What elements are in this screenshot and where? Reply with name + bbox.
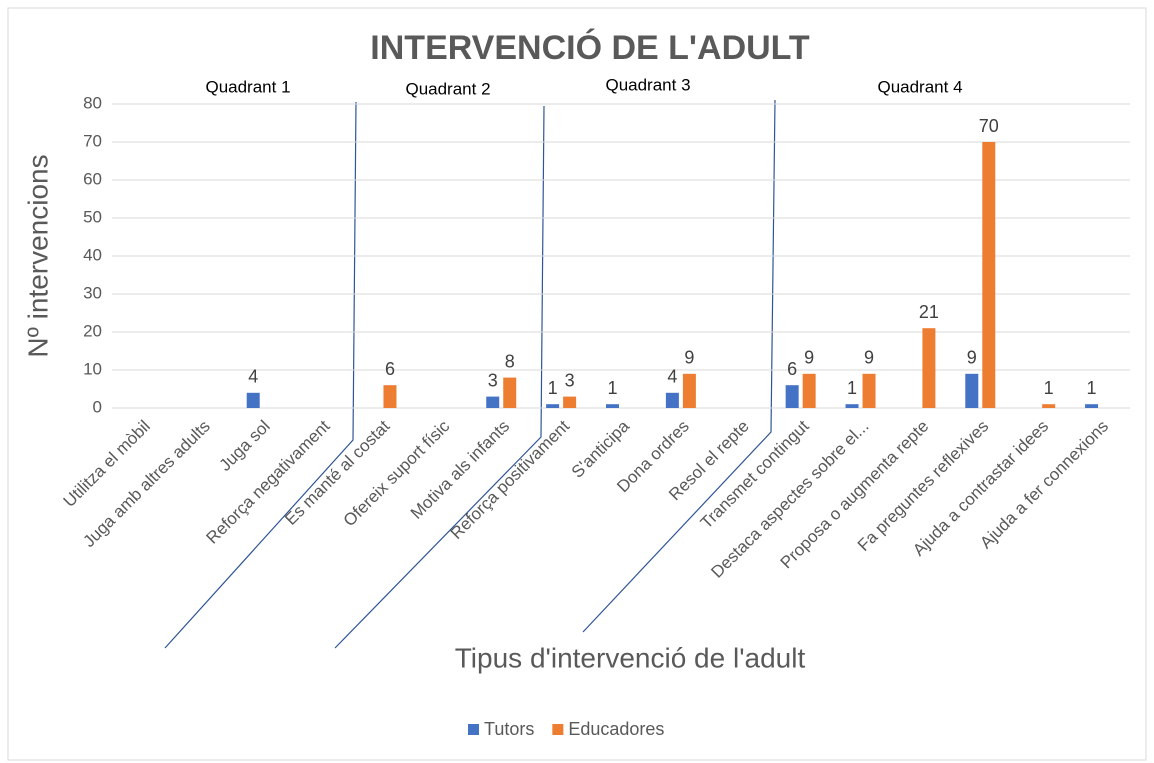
bar (246, 392, 260, 408)
chart-border (7, 7, 1147, 761)
legend-swatch (468, 724, 479, 735)
bar (965, 373, 979, 408)
value-label: 8 (505, 351, 515, 371)
legend-swatch (552, 724, 564, 735)
y-tick-label: 10 (83, 359, 102, 378)
value-label: 9 (967, 348, 977, 368)
quadrant-label: Quadrant 2 (405, 79, 490, 98)
bar (862, 373, 876, 408)
quadrant-divider (164, 101, 357, 649)
bar (606, 404, 619, 408)
bar (665, 392, 679, 408)
bar (785, 385, 799, 408)
value-label: 4 (248, 367, 258, 387)
quadrant-label: Quadrant 4 (877, 77, 962, 96)
y-tick-label: 80 (83, 93, 102, 112)
bar (503, 377, 517, 408)
y-axis-title: Nº intervencions (22, 154, 53, 357)
bar (802, 373, 816, 408)
value-label: 21 (919, 302, 939, 322)
bar (982, 142, 996, 408)
value-label: 9 (804, 348, 814, 368)
value-label: 70 (979, 116, 999, 136)
value-label: 6 (787, 359, 797, 379)
bar (486, 396, 500, 408)
bar (383, 385, 397, 408)
value-label: 1 (847, 378, 857, 398)
bar (1042, 404, 1056, 408)
legend-label: Educadores (568, 719, 664, 739)
value-label: 3 (488, 370, 498, 390)
value-label: 1 (607, 378, 617, 398)
bar (1085, 404, 1099, 408)
quadrant-divider (334, 105, 545, 649)
y-tick-label: 20 (83, 321, 102, 340)
bar (563, 396, 577, 408)
y-tick-label: 30 (83, 283, 102, 302)
x-axis-title: Tipus d'intervenció de l'adult (455, 642, 806, 673)
value-label: 9 (684, 348, 694, 368)
bar (682, 373, 696, 408)
legend-label: Tutors (484, 719, 534, 739)
value-label: 1 (548, 378, 558, 398)
quadrant-label: Quadrant 3 (605, 75, 690, 94)
bar (922, 328, 936, 408)
quadrant-divider (582, 99, 776, 633)
y-tick-label: 0 (93, 397, 102, 416)
quadrant-label: Quadrant 1 (205, 77, 290, 96)
bar (845, 404, 859, 408)
bar (546, 404, 560, 408)
chart-title: INTERVENCIÓ DE L'ADULT (370, 29, 810, 67)
value-label: 9 (864, 348, 874, 368)
y-tick-label: 40 (83, 245, 102, 264)
y-tick-label: 60 (83, 169, 102, 188)
y-tick-label: 50 (83, 207, 102, 226)
value-label: 3 (565, 370, 575, 390)
value-label: 6 (385, 359, 395, 379)
value-label: 1 (1087, 378, 1097, 398)
value-label: 4 (667, 367, 677, 387)
value-label: 1 (1044, 378, 1054, 398)
y-tick-label: 70 (83, 131, 102, 150)
